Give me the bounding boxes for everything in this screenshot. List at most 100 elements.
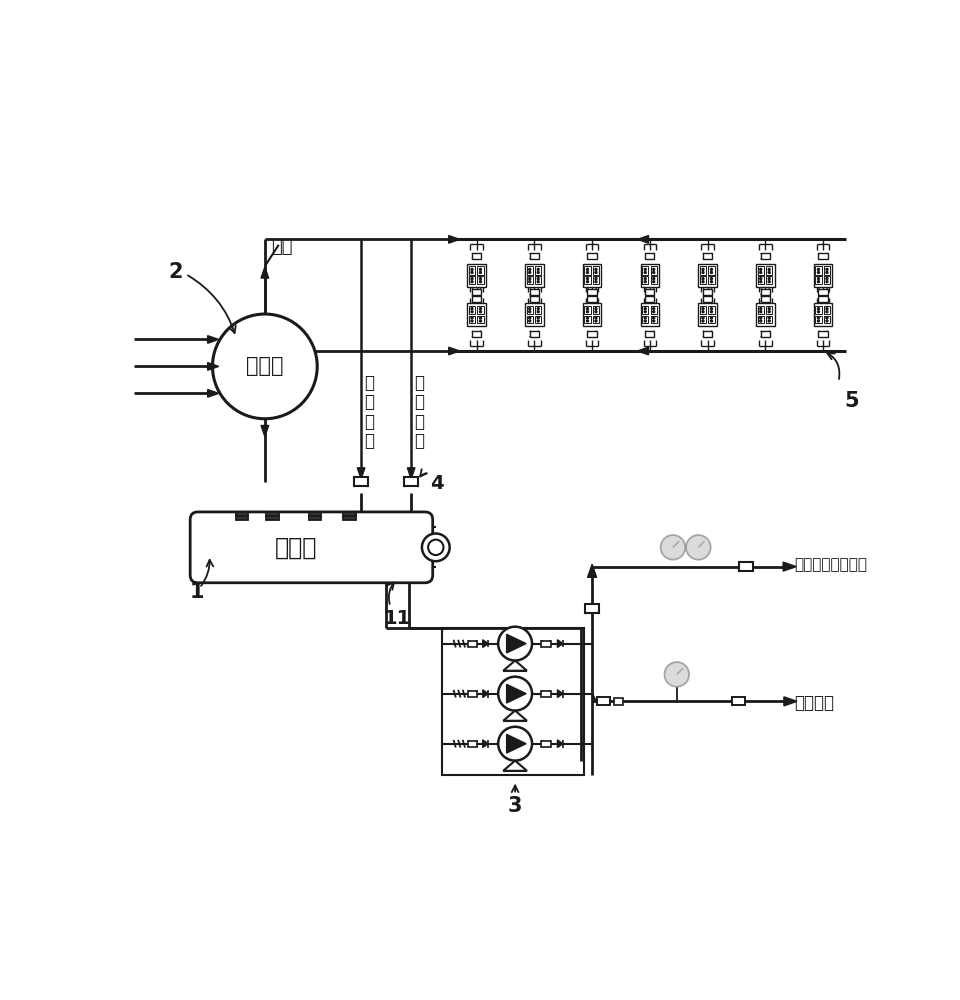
Bar (477, 306, 484, 314)
Bar (235, 512, 248, 516)
Circle shape (653, 308, 655, 310)
Circle shape (529, 278, 531, 280)
Bar (824, 316, 830, 323)
Bar (819, 253, 828, 259)
Bar (700, 316, 706, 323)
Bar (468, 264, 486, 287)
Bar (640, 264, 660, 287)
Bar (266, 516, 278, 520)
Circle shape (768, 281, 770, 283)
Circle shape (471, 308, 473, 310)
Bar (588, 331, 597, 337)
Text: 至冷凝水回收系统: 至冷凝水回收系统 (794, 558, 867, 573)
Bar (530, 253, 539, 259)
Bar (527, 266, 533, 275)
Bar (700, 276, 706, 284)
Polygon shape (483, 690, 488, 698)
Circle shape (759, 311, 761, 313)
Polygon shape (558, 640, 563, 647)
Bar (757, 276, 764, 284)
Circle shape (479, 271, 482, 273)
Bar (815, 266, 822, 275)
Bar (766, 266, 772, 275)
Circle shape (595, 320, 597, 322)
Polygon shape (261, 425, 269, 436)
Bar (645, 331, 655, 337)
Text: 放散: 放散 (271, 238, 293, 256)
Polygon shape (483, 640, 488, 647)
Circle shape (826, 268, 828, 270)
Bar (593, 266, 599, 275)
Circle shape (595, 311, 597, 313)
Bar (739, 562, 753, 571)
Circle shape (710, 320, 712, 322)
Bar (815, 276, 822, 284)
Bar (235, 516, 248, 520)
Bar (468, 276, 475, 284)
Bar (585, 266, 590, 275)
Bar (530, 331, 539, 337)
Bar (815, 316, 822, 323)
Bar (760, 289, 770, 295)
Circle shape (759, 278, 761, 280)
Bar (645, 253, 655, 259)
Bar (586, 604, 599, 613)
Circle shape (644, 320, 646, 322)
FancyArrowPatch shape (512, 785, 518, 792)
Bar (642, 276, 648, 284)
Circle shape (702, 281, 704, 283)
Circle shape (428, 540, 444, 555)
Bar (468, 316, 475, 323)
Circle shape (710, 278, 712, 280)
Bar (535, 276, 541, 284)
Bar (477, 276, 484, 284)
Circle shape (595, 308, 597, 310)
Circle shape (422, 533, 449, 561)
Circle shape (212, 314, 317, 419)
Polygon shape (503, 711, 527, 721)
Circle shape (538, 281, 540, 283)
Circle shape (538, 320, 540, 322)
Circle shape (702, 278, 704, 280)
Circle shape (702, 268, 704, 270)
Circle shape (479, 278, 482, 280)
Circle shape (529, 311, 531, 313)
Circle shape (653, 271, 655, 273)
Polygon shape (207, 363, 219, 370)
Bar (819, 296, 828, 302)
Bar (525, 303, 543, 326)
Circle shape (595, 268, 597, 270)
Bar (815, 306, 822, 314)
Circle shape (587, 317, 588, 319)
Circle shape (818, 320, 820, 322)
Bar (766, 306, 772, 314)
Bar (468, 741, 477, 747)
Bar (703, 331, 712, 337)
Polygon shape (783, 562, 796, 571)
Circle shape (818, 268, 820, 270)
Circle shape (664, 662, 689, 687)
Bar (757, 316, 764, 323)
Circle shape (498, 677, 532, 711)
Bar (344, 516, 356, 520)
Polygon shape (207, 390, 219, 397)
Polygon shape (357, 468, 365, 479)
Circle shape (768, 278, 770, 280)
Circle shape (595, 281, 597, 283)
Circle shape (538, 308, 540, 310)
Bar (824, 306, 830, 314)
Bar (814, 264, 832, 287)
Circle shape (644, 268, 646, 270)
Bar (309, 516, 321, 520)
Bar (597, 697, 610, 705)
Bar (645, 289, 655, 295)
Circle shape (710, 281, 712, 283)
Bar (530, 289, 539, 295)
Bar (527, 306, 533, 314)
Bar (651, 306, 657, 314)
Circle shape (644, 278, 646, 280)
Circle shape (653, 320, 655, 322)
Bar (472, 296, 481, 302)
Bar (309, 512, 321, 516)
Bar (472, 289, 481, 295)
